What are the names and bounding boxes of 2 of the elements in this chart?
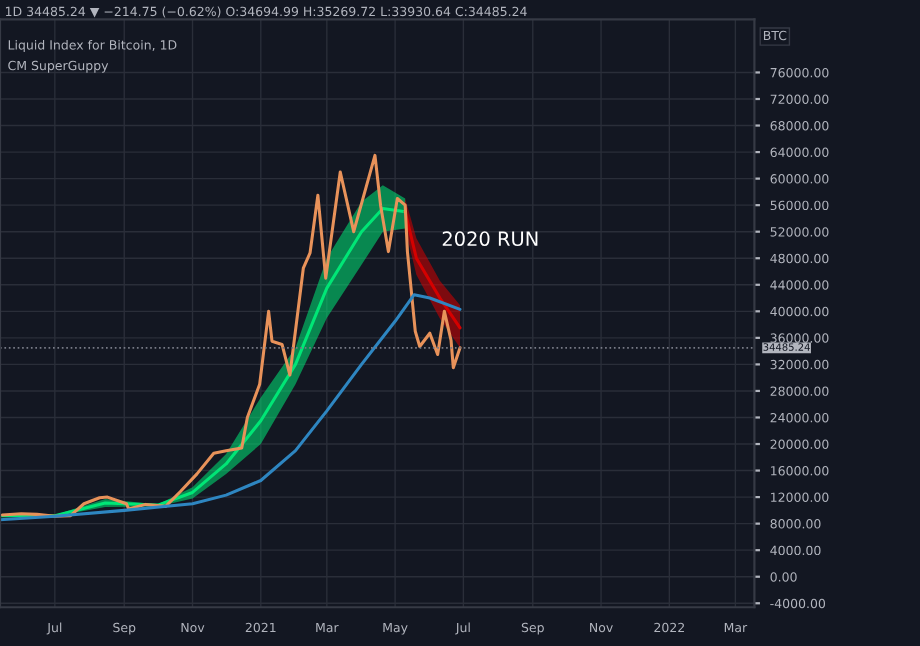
annotation: 2020 RUN xyxy=(442,231,538,247)
line-series xyxy=(0,293,462,522)
